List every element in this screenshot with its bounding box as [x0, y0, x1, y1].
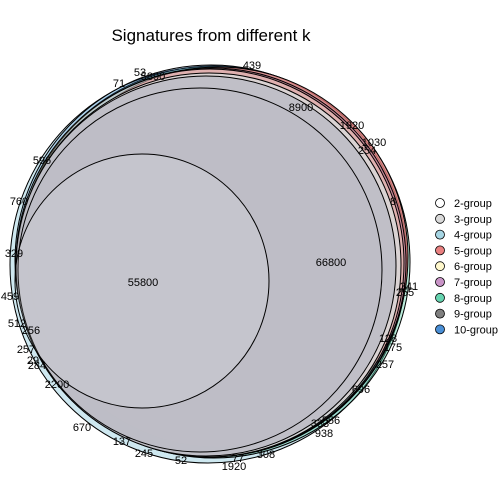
region-label: 257 — [376, 359, 394, 371]
legend-swatch — [435, 213, 445, 224]
region-label: 1920 — [340, 120, 364, 132]
legend-label: 2-group — [454, 198, 492, 210]
legend-swatch — [435, 292, 445, 303]
legend-label: 3-group — [454, 214, 492, 226]
region-label: 254 — [358, 145, 376, 157]
region-label: 66800 — [316, 257, 347, 269]
region-label: 512 — [8, 318, 26, 330]
region-label: 556 — [322, 415, 340, 427]
region-label: 257 — [17, 344, 35, 356]
region-label: 29 — [27, 355, 39, 367]
legend-swatch — [435, 229, 445, 240]
region-label: 284 — [28, 360, 46, 372]
region-label: 255 — [396, 287, 414, 299]
region-label: 596 — [33, 155, 51, 167]
region-label: 308 — [257, 449, 275, 461]
region-label: 5890 — [141, 71, 165, 83]
legend-label: 9-group — [454, 309, 492, 321]
region-label: 696 — [352, 384, 370, 396]
legend-label: 10-group — [454, 324, 498, 336]
legend-label: 6-group — [454, 261, 492, 273]
legend-swatch — [435, 245, 445, 256]
region-label: 1920 — [222, 461, 246, 473]
group-circle-2 — [14, 153, 270, 409]
region-label: 175 — [384, 342, 402, 354]
legend: 2-group 3-group 4-group 5-group 6-group 7-gro… — [435, 198, 498, 336]
region-label: 341 — [400, 281, 418, 293]
legend-label: 5-group — [454, 245, 492, 257]
region-label: 439 — [243, 60, 261, 72]
region-label: 52 — [175, 455, 187, 467]
venn-circles — [9, 64, 411, 464]
legend-label: 7-group — [454, 277, 492, 289]
region-label: 670 — [73, 422, 91, 434]
region-label: 137 — [113, 436, 131, 448]
legend-swatch — [435, 261, 445, 272]
legend-swatch — [435, 324, 445, 335]
legend-label: 4-group — [454, 230, 492, 242]
legend-swatch — [435, 277, 445, 287]
region-label: 760 — [10, 196, 28, 208]
region-label: 329 — [5, 248, 23, 260]
region-label: 8900 — [289, 102, 313, 114]
legend-swatch — [435, 308, 445, 319]
region-label: 245 — [135, 448, 153, 460]
region-label: 77 — [232, 453, 244, 465]
region-label: 1030 — [362, 137, 386, 149]
region-label: 71 — [113, 78, 125, 90]
legend-swatch — [435, 198, 445, 208]
region-label: 128 — [379, 333, 397, 345]
group-circle-inner — [17, 87, 383, 453]
region-label: 256 — [22, 325, 40, 337]
region-label: 53 — [134, 67, 146, 79]
region-label: 55800 — [128, 277, 159, 289]
region-label: 333 — [311, 418, 329, 430]
legend-label: 8-group — [454, 293, 492, 305]
region-label: 8 — [390, 196, 396, 208]
region-label: 459 — [1, 291, 19, 303]
region-label: 938 — [315, 428, 333, 440]
diagram-title: Signatures from different k — [111, 26, 311, 45]
region-label: 2200 — [45, 379, 69, 391]
